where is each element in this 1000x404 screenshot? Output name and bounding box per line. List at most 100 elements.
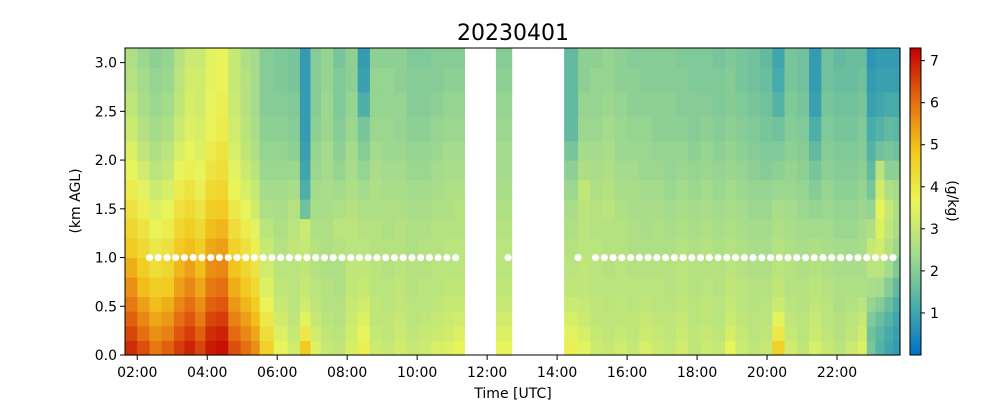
heatmap-cell <box>578 325 591 341</box>
heatmap-cell <box>602 325 616 341</box>
heatmap-cell <box>369 140 383 161</box>
heatmap-cell <box>320 91 334 117</box>
heatmap-cell <box>357 91 371 117</box>
heatmap-cell <box>369 67 383 93</box>
heatmap-cell <box>712 179 726 200</box>
heatmap-cell <box>453 218 465 239</box>
heatmap-cell <box>161 257 175 278</box>
heatmap-cell <box>299 238 312 259</box>
colorbar <box>909 47 922 356</box>
heatmap-cell <box>173 218 186 239</box>
heatmap-cell <box>149 277 163 298</box>
heatmap-cell <box>590 340 604 356</box>
heatmap-cell <box>875 48 885 69</box>
heatmap-cell <box>259 199 275 220</box>
heatmap-cell <box>125 296 138 312</box>
heatmap-cell <box>725 116 737 142</box>
heatmap-cell <box>760 238 773 259</box>
heatmap-cell <box>320 218 334 239</box>
heatmap-cell <box>495 179 513 200</box>
heatmap-cell <box>866 179 877 200</box>
heatmap-cell <box>357 311 371 327</box>
heatmap-cell <box>406 238 420 259</box>
heatmap-cell <box>495 296 513 312</box>
heatmap-cell <box>735 116 749 142</box>
heatmap-cell <box>821 91 835 117</box>
heatmap-cell <box>228 91 242 117</box>
heatmap-cell <box>443 257 455 278</box>
y-tick-label: 1.0 <box>95 251 117 267</box>
heatmap-cell <box>369 179 383 200</box>
heatmap-cell <box>821 311 835 327</box>
heatmap-cell <box>205 91 217 117</box>
heatmap-cell <box>250 48 261 69</box>
heatmap-cell <box>578 238 591 259</box>
heatmap-cell <box>137 296 151 312</box>
heatmap-cell <box>250 325 261 341</box>
heatmap-cell <box>273 325 289 341</box>
heatmap-cell <box>369 325 383 341</box>
heatmap-cell <box>345 140 359 161</box>
heatmap-cell <box>663 325 677 341</box>
heatmap-cell <box>875 140 885 161</box>
heatmap-cell <box>875 340 885 356</box>
heatmap-cell <box>137 179 151 200</box>
heatmap-marker <box>268 253 276 262</box>
heatmap-cell <box>833 67 847 93</box>
heatmap-cell <box>250 116 261 142</box>
heatmap-cell <box>369 311 383 327</box>
heatmap-cell <box>320 199 334 220</box>
heatmap-cell <box>651 311 665 327</box>
heatmap-cell <box>858 277 868 298</box>
heatmap-cell <box>299 160 312 181</box>
heatmap-cell <box>205 160 217 181</box>
heatmap-marker <box>819 253 827 262</box>
heatmap-cell <box>858 48 868 69</box>
heatmap-cell <box>299 48 312 69</box>
heatmap-marker <box>417 253 425 262</box>
heatmap-cell <box>602 67 616 93</box>
heatmap-cell <box>627 140 640 161</box>
heatmap-cell <box>215 67 229 93</box>
heatmap-cell <box>639 238 653 259</box>
heatmap-cell <box>205 340 217 356</box>
heatmap-cell <box>320 67 334 93</box>
heatmap-cell <box>663 116 677 142</box>
heatmap-cell <box>651 179 665 200</box>
heatmap-cell <box>627 48 640 69</box>
heatmap-cell <box>602 238 616 259</box>
heatmap-cell <box>866 296 877 312</box>
heatmap-cell <box>310 116 322 142</box>
heatmap-cell <box>205 140 217 161</box>
heatmap-marker <box>609 253 617 262</box>
heatmap-cell <box>287 218 301 239</box>
heatmap-cell <box>406 340 420 356</box>
heatmap-cell <box>250 67 261 93</box>
heatmap-cell <box>564 199 579 220</box>
heatmap-cell <box>161 179 175 200</box>
heatmap-cell <box>712 91 726 117</box>
heatmap-cell <box>495 140 513 161</box>
heatmap-cell <box>333 325 347 341</box>
heatmap-cell <box>240 179 252 200</box>
y-tick-label: 2.0 <box>95 153 117 169</box>
heatmap-cell <box>240 218 252 239</box>
heatmap-cell <box>712 296 726 312</box>
heatmap-cell <box>875 257 885 278</box>
heatmap-cell <box>453 179 465 200</box>
heatmap-cell <box>639 296 653 312</box>
x-tick-label: 04:00 <box>187 365 227 381</box>
heatmap-cell <box>700 277 714 298</box>
heatmap-cell <box>333 311 347 327</box>
heatmap-marker <box>626 253 635 262</box>
heatmap-marker <box>828 253 836 262</box>
heatmap-cell <box>627 67 640 93</box>
heatmap-cell <box>215 340 229 356</box>
heatmap-cell <box>833 91 847 117</box>
heatmap-cell <box>418 48 432 69</box>
heatmap-cell <box>259 311 275 327</box>
heatmap-cell <box>772 199 786 220</box>
heatmap-cell <box>320 140 334 161</box>
heatmap-cell <box>747 48 761 69</box>
heatmap-cell <box>194 199 207 220</box>
